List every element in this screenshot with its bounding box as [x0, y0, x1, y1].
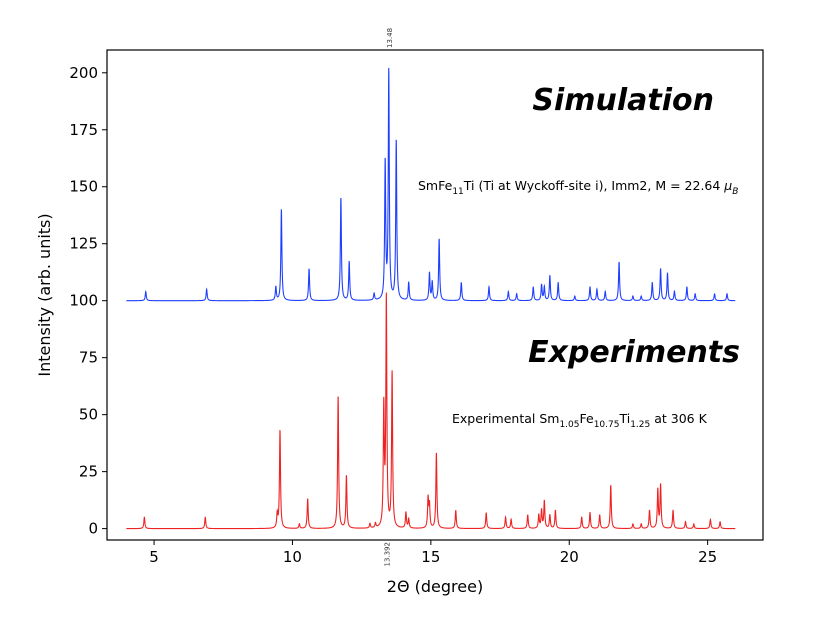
y-axis-title: Intensity (arb. units) — [35, 213, 54, 376]
x-tick-label: 10 — [283, 548, 302, 566]
exp-desc-sub1: 1.05 — [559, 420, 579, 430]
simulation-description: SmFe11Ti (Ti at Wyckoff-site i), Imm2, M… — [418, 178, 738, 197]
x-tick-label: 15 — [421, 548, 440, 566]
x-tick-label: 25 — [698, 548, 717, 566]
y-tick-label: 175 — [69, 121, 98, 139]
sim-desc-sub2: B — [732, 187, 738, 197]
experiment-description: Experimental Sm1.05Fe10.75Ti1.25 at 306 … — [452, 411, 708, 430]
exp-desc-sub3: 1.25 — [630, 420, 650, 430]
y-tick-label: 150 — [69, 178, 98, 196]
series-layer — [126, 67, 736, 530]
exp-desc-mid1: Fe — [580, 411, 595, 426]
exp-desc-post: at 306 K — [650, 411, 707, 426]
sim-desc-pre: SmFe — [418, 178, 453, 193]
y-tick-label: 75 — [79, 349, 98, 367]
y-tick-label: 25 — [79, 463, 98, 481]
sim-desc-mid: Ti (Ti at Wyckoff-site i), Imm2, M = 22.… — [463, 178, 725, 193]
sim-desc-mu: μ — [723, 178, 732, 193]
y-tick-label: 125 — [69, 235, 98, 253]
x-axis-title: 2Θ (degree) — [387, 577, 483, 596]
peak-label-bottom: 13.392 — [383, 542, 391, 567]
y-axis-ticks: 0 25 50 75 100 125 150 175 200 — [69, 64, 107, 538]
sim-desc-sub1: 11 — [452, 187, 463, 197]
simulation-spectrum-line — [126, 67, 736, 302]
exp-desc-pre: Experimental Sm — [452, 411, 559, 426]
peak-label-top: 13.48 — [386, 28, 394, 48]
plot-frame — [106, 49, 764, 541]
simulation-title: Simulation — [532, 83, 714, 118]
x-axis-ticks: 5 10 15 20 25 — [149, 540, 717, 566]
x-tick-label: 20 — [560, 548, 579, 566]
experiment-spectrum-line — [126, 292, 736, 530]
x-tick-label: 5 — [149, 548, 159, 566]
y-tick-label: 100 — [69, 292, 98, 310]
experiments-title: Experiments — [528, 335, 740, 370]
y-tick-label: 200 — [69, 64, 98, 82]
y-tick-label: 50 — [79, 406, 98, 424]
exp-desc-mid2: Ti — [618, 411, 630, 426]
exp-desc-sub2: 10.75 — [594, 420, 620, 430]
y-tick-label: 0 — [88, 520, 98, 538]
